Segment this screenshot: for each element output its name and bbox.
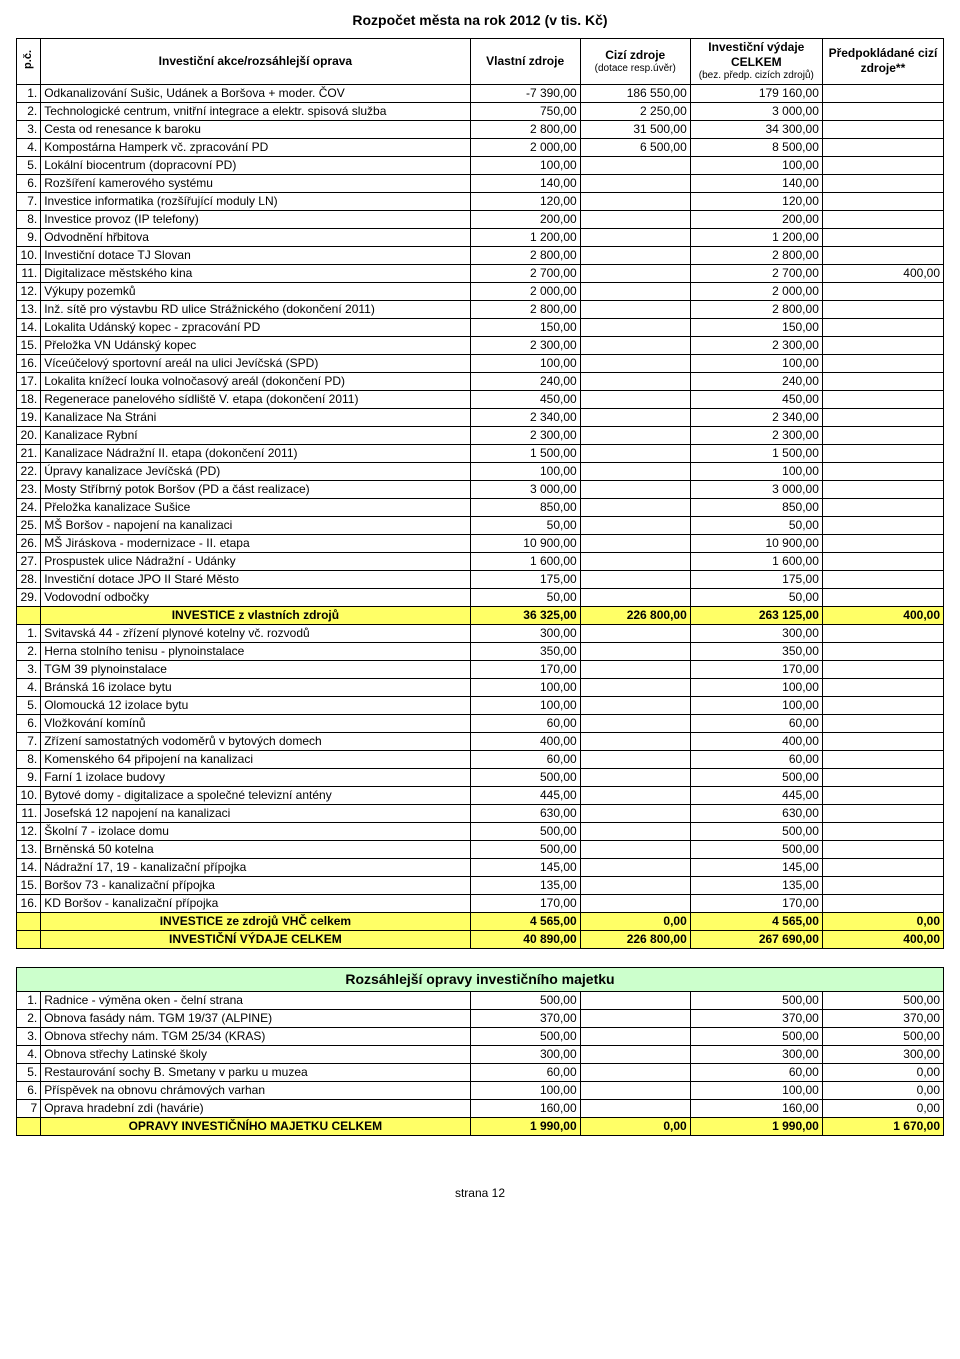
table-row: 8.Komenského 64 připojení na kanalizaci6… <box>17 750 944 768</box>
table-row: 14.Nádražní 17, 19 - kanalizační přípojk… <box>17 858 944 876</box>
table-row: 10.Bytové domy - digitalizace a společné… <box>17 786 944 804</box>
table-row: 9.Odvodnění hřbitova1 200,001 200,00 <box>17 228 944 246</box>
budget-table-2: Rozsáhlejší opravy investičního majetku1… <box>16 967 944 1137</box>
table-row: 22.Úpravy kanalizace Jevíčská (PD)100,00… <box>17 462 944 480</box>
table-row: 3.Cesta od renesance k baroku2 800,0031 … <box>17 120 944 138</box>
table-row: 16.Víceúčelový sportovní areál na ulici … <box>17 354 944 372</box>
table-row: 6.Vložkování komínů60,0060,00 <box>17 714 944 732</box>
table-row: 8.Investice provoz (IP telefony)200,0020… <box>17 210 944 228</box>
table-row: 10.Investiční dotace TJ Slovan2 800,002 … <box>17 246 944 264</box>
table-row: 3.Obnova střechy nám. TGM 25/34 (KRAS)50… <box>17 1028 944 1046</box>
table-row: 11.Josefská 12 napojení na kanalizaci630… <box>17 804 944 822</box>
table-row: 14.Lokalita Udánský kopec - zpracování P… <box>17 318 944 336</box>
table-row: 27.Prospustek ulice Nádražní - Udánky1 6… <box>17 552 944 570</box>
table-row: OPRAVY INVESTIČNÍHO MAJETKU CELKEM1 990,… <box>17 1118 944 1136</box>
table-row: 13.Inž. sítě pro výstavbu RD ulice Stráž… <box>17 300 944 318</box>
col-name-header: Investiční akce/rozsáhlejší oprava <box>41 39 470 85</box>
col-pc-header: p.č. <box>17 39 41 85</box>
table-row: 16.KD Boršov - kanalizační přípojka170,0… <box>17 894 944 912</box>
table-row: 4.Bránská 16 izolace bytu100,00100,00 <box>17 678 944 696</box>
table-row: 25.MŠ Boršov - napojení na kanalizaci50,… <box>17 516 944 534</box>
table-row: 15.Boršov 73 - kanalizační přípojka135,0… <box>17 876 944 894</box>
table-row: 4.Obnova střechy Latinské školy300,00300… <box>17 1046 944 1064</box>
col-celkem-header: Investiční výdaje CELKEM(bez. předp. ciz… <box>690 39 822 85</box>
page-title: Rozpočet města na rok 2012 (v tis. Kč) <box>16 12 944 28</box>
table-row: 28.Investiční dotace JPO II Staré Město1… <box>17 570 944 588</box>
table-row: 7.Investice informatika (rozšířující mod… <box>17 192 944 210</box>
table-row: 5.Lokální biocentrum (dopracovní PD)100,… <box>17 156 944 174</box>
page-footer: strana 12 <box>16 1186 944 1200</box>
table-row: 2.Obnova fasády nám. TGM 19/37 (ALPINE)3… <box>17 1010 944 1028</box>
table-row: 24.Přeložka kanalizace Sušice850,00850,0… <box>17 498 944 516</box>
table-row: 21.Kanalizace Nádražní II. etapa (dokonč… <box>17 444 944 462</box>
table-row: 18.Regenerace panelového sídliště V. eta… <box>17 390 944 408</box>
table-row: 9.Farní 1 izolace budovy500,00500,00 <box>17 768 944 786</box>
table-row: INVESTICE z vlastních zdrojů36 325,00226… <box>17 606 944 624</box>
table-row: 12.Výkupy pozemků2 000,002 000,00 <box>17 282 944 300</box>
table-row: 26.MŠ Jiráskova - modernizace - II. etap… <box>17 534 944 552</box>
table-row: 1.Odkanalizování Sušic, Udánek a Boršova… <box>17 84 944 102</box>
header-row: p.č. Investiční akce/rozsáhlejší oprava … <box>17 39 944 85</box>
table-row: 11.Digitalizace městského kina2 700,002 … <box>17 264 944 282</box>
table-row: 29.Vodovodní odbočky50,0050,00 <box>17 588 944 606</box>
table-row: 23.Mosty Stříbrný potok Boršov (PD a čás… <box>17 480 944 498</box>
table-row: INVESTICE ze zdrojů VHČ celkem4 565,000,… <box>17 912 944 930</box>
col-cizi-header: Cizí zdroje(dotace resp.úvěr) <box>580 39 690 85</box>
table-row: 1.Svitavská 44 - zřízení plynové kotelny… <box>17 624 944 642</box>
table-row: 3.TGM 39 plynoinstalace170,00170,00 <box>17 660 944 678</box>
table-row: 6.Příspěvek na obnovu chrámových varhan1… <box>17 1082 944 1100</box>
table-row: 7.Zřízení samostatných vodoměrů v bytový… <box>17 732 944 750</box>
table-row: 2.Technologické centrum, vnitřní integra… <box>17 102 944 120</box>
table-row: 17.Lokalita knížecí louka volnočasový ar… <box>17 372 944 390</box>
table-row: 5.Restaurování sochy B. Smetany v parku … <box>17 1064 944 1082</box>
table-row: 12.Školní 7 - izolace domu500,00500,00 <box>17 822 944 840</box>
table-row: 20.Kanalizace Rybní2 300,002 300,00 <box>17 426 944 444</box>
table-row: 19.Kanalizace Na Stráni2 340,002 340,00 <box>17 408 944 426</box>
table-row: 2.Herna stolního tenisu - plynoinstalace… <box>17 642 944 660</box>
table-row: 1.Radnice - výměna oken - čelní strana50… <box>17 992 944 1010</box>
table-row: 13.Brněnská 50 kotelna500,00500,00 <box>17 840 944 858</box>
section-header: Rozsáhlejší opravy investičního majetku <box>17 967 944 992</box>
table-row: 5.Olomoucká 12 izolace bytu100,00100,00 <box>17 696 944 714</box>
col-predp-header: Předpokládané cizí zdroje** <box>822 39 943 85</box>
table-row: 4.Kompostárna Hamperk vč. zpracování PD2… <box>17 138 944 156</box>
col-vlastni-header: Vlastní zdroje <box>470 39 580 85</box>
table-row: 7Oprava hradební zdi (havárie)160,00160,… <box>17 1100 944 1118</box>
table-row: 6.Rozšíření kamerového systému140,00140,… <box>17 174 944 192</box>
table-row: 15.Přeložka VN Udánský kopec2 300,002 30… <box>17 336 944 354</box>
table-row: INVESTIČNÍ VÝDAJE CELKEM40 890,00226 800… <box>17 930 944 948</box>
budget-table-1: p.č. Investiční akce/rozsáhlejší oprava … <box>16 38 944 949</box>
